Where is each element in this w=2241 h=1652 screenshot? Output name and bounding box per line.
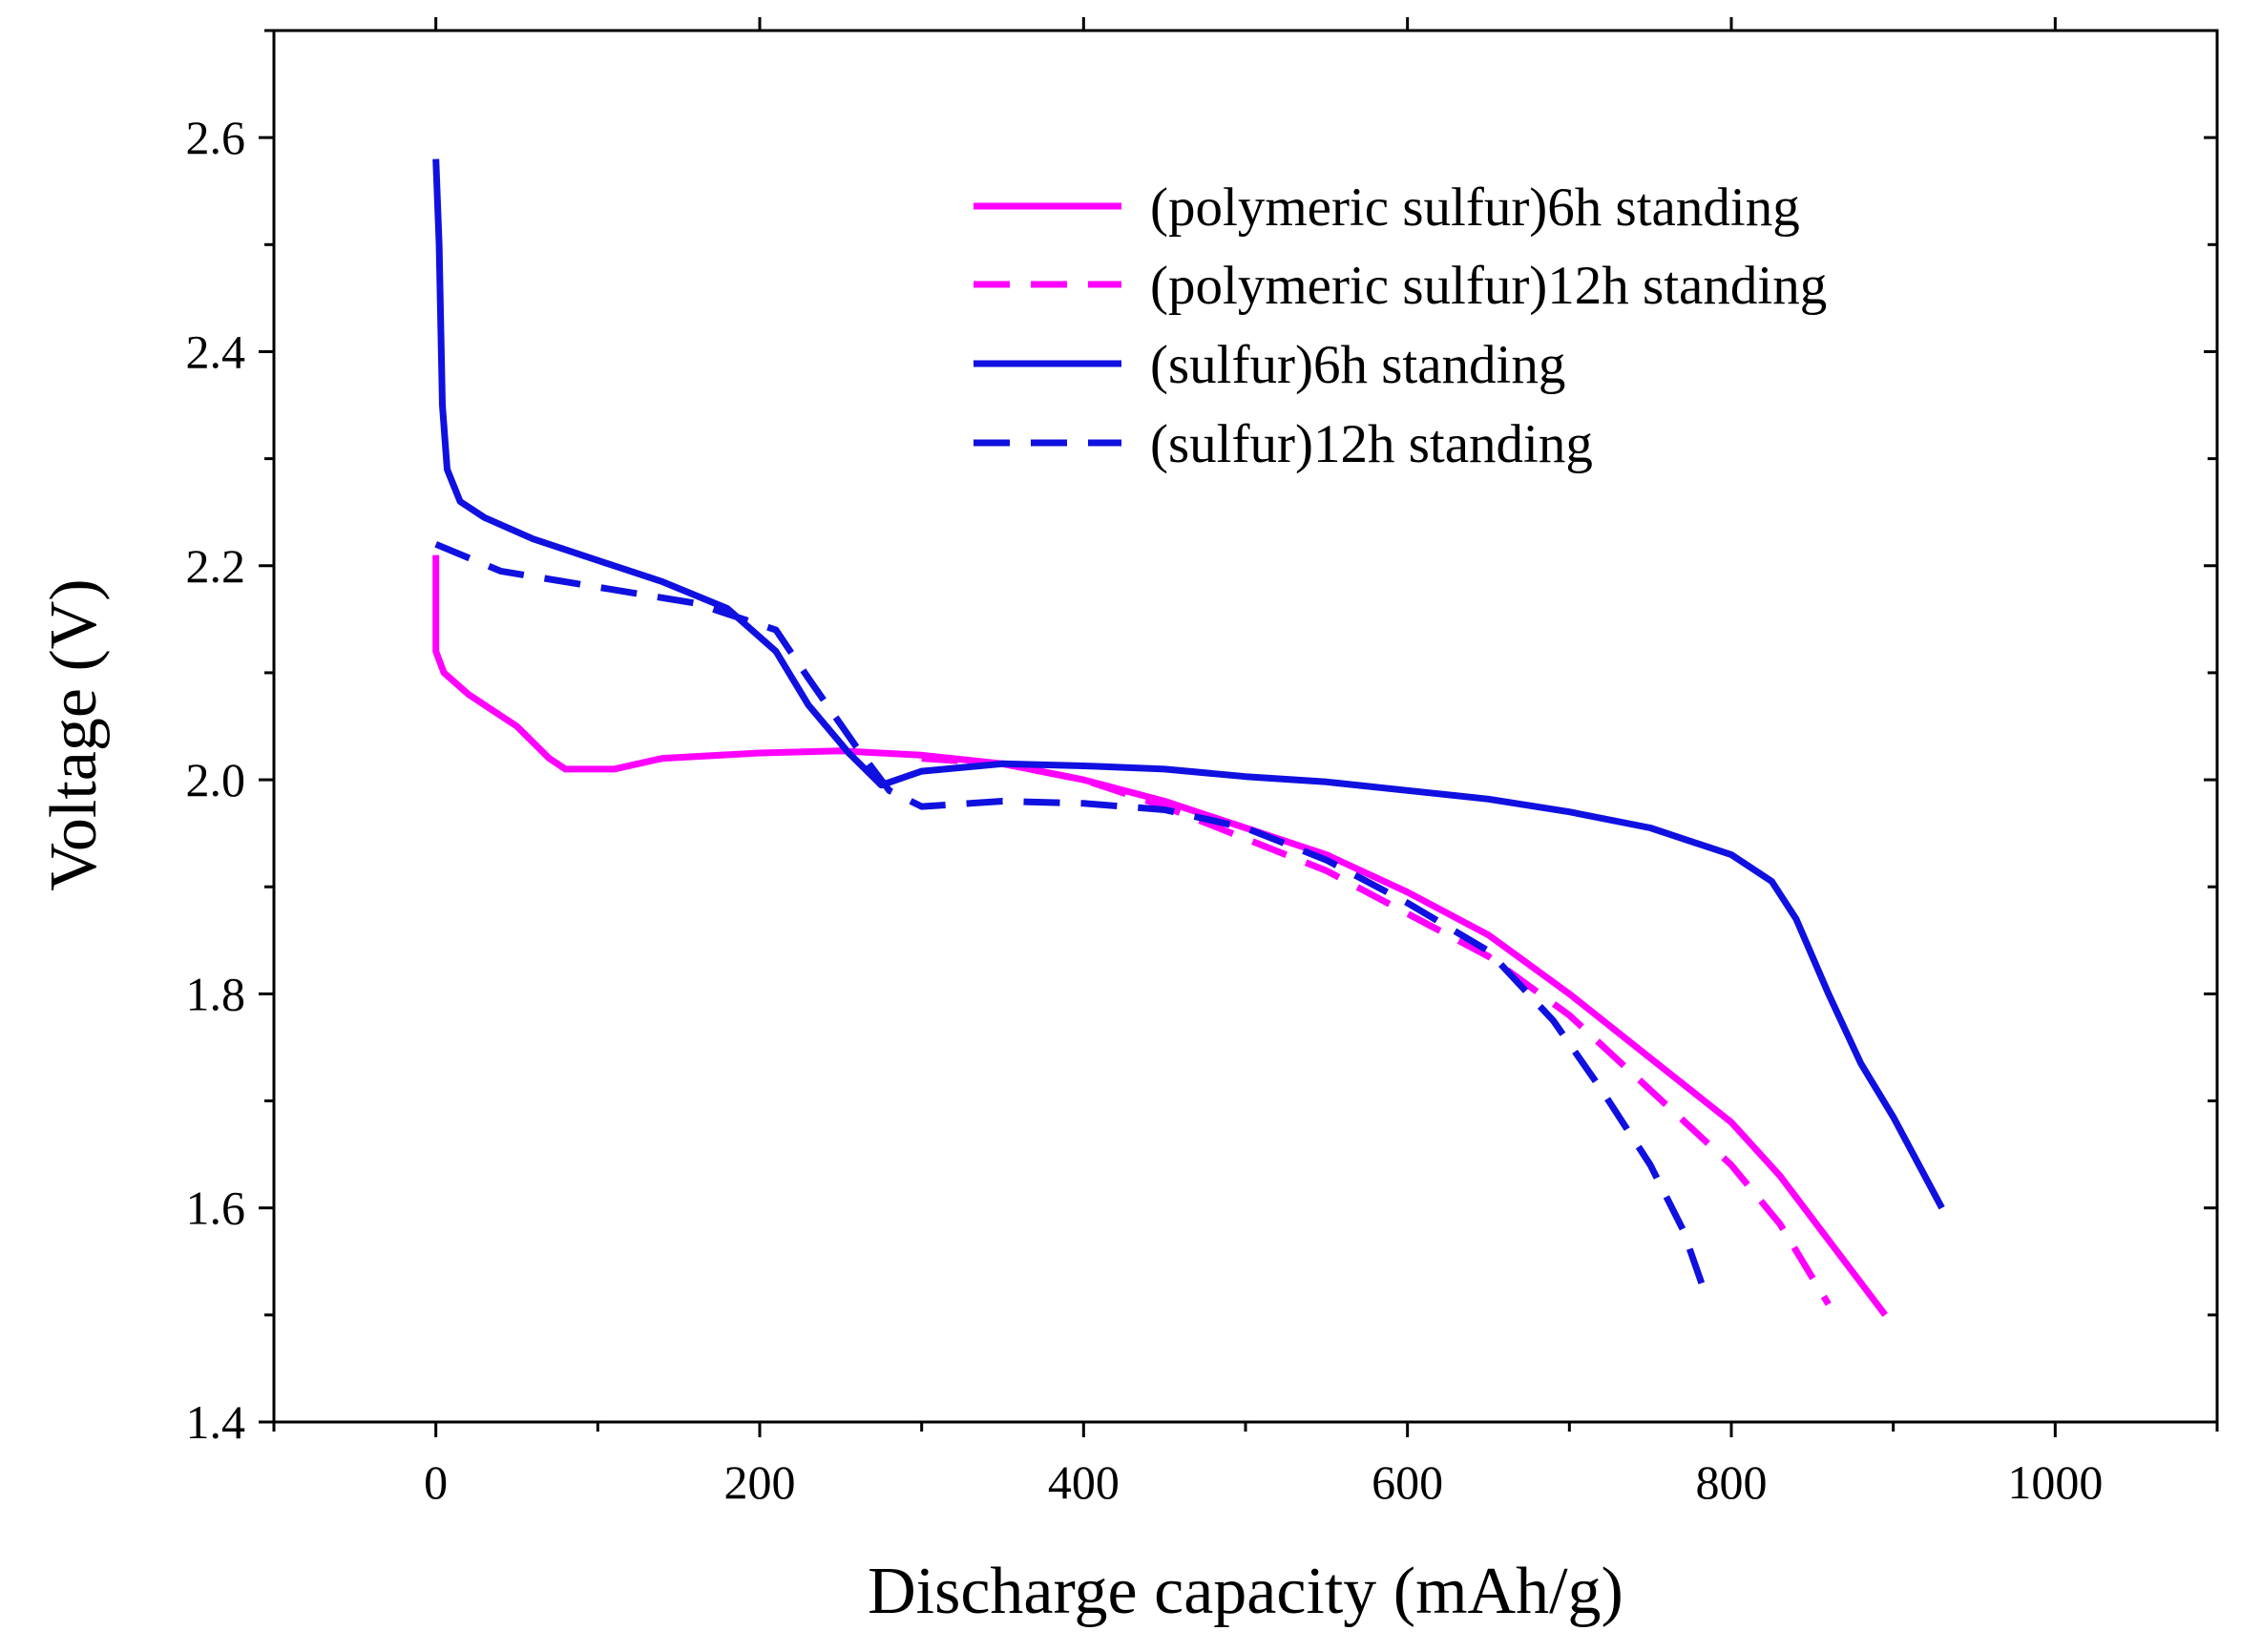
y-tick-label: 2.6 bbox=[186, 111, 246, 164]
x-tick-label: 200 bbox=[724, 1455, 796, 1509]
x-tick-label: 0 bbox=[424, 1455, 448, 1509]
legend: (polymeric sulfur)6h standing (polymeric … bbox=[974, 178, 1827, 474]
y-tick-label: 1.8 bbox=[186, 967, 246, 1020]
y-tick-label: 2.0 bbox=[186, 753, 246, 806]
y-tick-label: 1.6 bbox=[186, 1181, 246, 1235]
legend-label-2: (polymeric sulfur)12h standing bbox=[1150, 256, 1827, 316]
legend-label-4: (sulfur)12h standing bbox=[1150, 414, 1593, 474]
legend-label-1: (polymeric sulfur)6h standing bbox=[1150, 178, 1800, 238]
axis-ticks bbox=[259, 17, 2219, 1437]
x-tick-label: 600 bbox=[1372, 1455, 1443, 1509]
plot-frame bbox=[272, 29, 2219, 1424]
y-tick-label: 1.4 bbox=[186, 1395, 246, 1449]
y-axis-title: Voltage (V) bbox=[37, 578, 111, 890]
y-tick-label: 2.2 bbox=[186, 539, 246, 593]
y-tick-label: 2.4 bbox=[186, 324, 246, 378]
x-tick-label: 1000 bbox=[2007, 1455, 2103, 1509]
series-line-4 bbox=[434, 541, 1710, 1301]
legend-label-3: (sulfur)6h standing bbox=[1150, 335, 1565, 395]
series-line-3 bbox=[432, 158, 1945, 1210]
series-line-2 bbox=[921, 755, 1832, 1307]
x-axis-title: Discharge capacity (mAh/g) bbox=[868, 1555, 1623, 1628]
axis-tick-labels: 0 200 400 600 800 1000 1.4 1.6 1.8 2.0 2.2 2.4 2.6 bbox=[186, 111, 2104, 1509]
series-lines bbox=[432, 158, 1945, 1317]
x-tick-label: 800 bbox=[1696, 1455, 1768, 1509]
x-tick-label: 400 bbox=[1048, 1455, 1120, 1509]
